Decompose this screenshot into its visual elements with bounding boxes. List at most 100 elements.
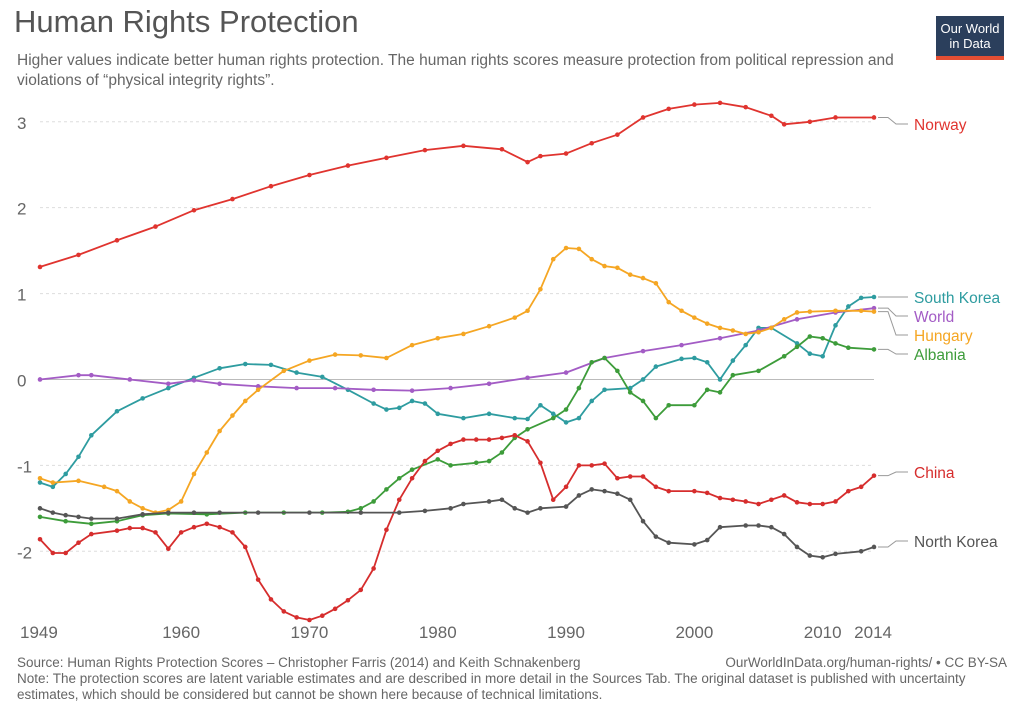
data-point-north-korea: [781, 531, 787, 537]
data-point-south-korea: [589, 398, 595, 404]
data-point-world: [89, 372, 94, 378]
data-point-south-korea: [833, 323, 838, 328]
data-point-north-korea: [666, 540, 672, 545]
data-point-china: [178, 530, 184, 535]
data-point-albania: [499, 450, 505, 455]
data-point-south-korea: [409, 398, 415, 404]
data-point-world: [640, 348, 646, 354]
data-point-north-korea: [448, 506, 453, 511]
data-point-north-korea: [114, 516, 120, 521]
data-point-china: [781, 493, 787, 498]
data-point-world: [127, 377, 133, 382]
data-point-china: [820, 501, 825, 507]
data-point-china: [63, 550, 68, 556]
series-line-world: [39, 307, 875, 392]
data-point-hungary: [114, 488, 120, 494]
data-point-norway: [153, 224, 158, 229]
legend-connector-china: [878, 471, 908, 477]
data-point-south-korea: [166, 385, 171, 391]
data-point-hungary: [384, 355, 389, 361]
data-point-china: [653, 484, 659, 490]
data-point-china: [448, 441, 453, 447]
legend-label-china: China: [914, 465, 955, 482]
data-point-china: [422, 458, 428, 464]
data-point-china: [486, 437, 492, 442]
data-point-albania: [615, 368, 620, 374]
data-point-south-korea: [563, 420, 569, 425]
data-point-china: [242, 544, 248, 550]
legend-connector-world: [878, 307, 908, 317]
data-point-south-korea: [217, 366, 222, 371]
data-point-world: [166, 381, 171, 387]
chart-title: Human Rights Protection: [14, 4, 359, 39]
x-tick-label: 2000: [675, 623, 713, 642]
data-point-china: [858, 484, 864, 490]
data-point-hungary: [871, 309, 877, 314]
data-point-norway: [807, 119, 813, 125]
data-point-hungary: [409, 342, 415, 348]
data-point-hungary: [76, 478, 81, 484]
data-point-south-korea: [37, 480, 43, 485]
data-point-china: [435, 448, 441, 454]
data-point-south-korea: [422, 401, 428, 406]
data-point-south-korea: [743, 342, 748, 348]
data-point-world: [409, 388, 415, 393]
legend-label-hungary: Hungary: [914, 328, 973, 345]
data-point-albania: [525, 426, 530, 432]
data-point-north-korea: [717, 524, 723, 530]
x-tick-label: 1990: [547, 623, 585, 642]
legend-label-world: World: [914, 309, 954, 326]
data-point-south-korea: [538, 402, 543, 408]
data-point-albania: [666, 402, 672, 408]
data-point-china: [871, 473, 877, 478]
data-point-norway: [384, 155, 389, 161]
data-point-world: [563, 370, 569, 375]
data-point-norway: [345, 163, 351, 168]
data-point-china: [615, 475, 620, 481]
data-point-hungary: [769, 325, 774, 331]
data-point-north-korea: [615, 491, 620, 497]
data-point-world: [448, 385, 453, 391]
data-point-albania: [794, 344, 800, 350]
x-tick-label: 2014: [854, 623, 892, 642]
data-point-hungary: [653, 280, 659, 286]
data-point-hungary: [602, 263, 607, 269]
data-point-china: [371, 566, 376, 571]
data-point-norway: [525, 159, 530, 165]
data-point-china: [127, 525, 133, 531]
data-point-china: [140, 525, 145, 531]
data-point-china: [294, 615, 299, 620]
source-link[interactable]: OurWorldInData.org/human-rights/ • CC BY…: [725, 655, 1007, 670]
legend-label-albania: Albania: [914, 347, 966, 364]
data-point-hungary: [217, 428, 222, 434]
data-point-south-korea: [242, 361, 248, 367]
owid-logo[interactable]: Our World in Data: [936, 16, 1004, 60]
data-point-south-korea: [871, 294, 877, 300]
data-point-albania: [627, 390, 633, 395]
data-point-china: [358, 587, 364, 593]
data-point-albania: [63, 518, 68, 524]
data-point-albania: [589, 359, 595, 365]
data-point-north-korea: [358, 510, 364, 515]
data-point-china: [769, 497, 774, 503]
data-point-albania: [576, 385, 582, 391]
data-point-china: [794, 500, 800, 505]
data-point-north-korea: [255, 510, 261, 515]
data-point-china: [602, 461, 607, 466]
y-tick-label: 2: [17, 200, 26, 219]
data-point-china: [114, 528, 120, 533]
data-point-world: [76, 372, 81, 378]
data-point-north-korea: [166, 510, 171, 515]
series-line-hungary: [39, 247, 875, 514]
x-tick-label: 1949: [20, 623, 58, 642]
data-point-south-korea: [268, 362, 274, 368]
data-point-south-korea: [384, 407, 389, 412]
data-point-north-korea: [89, 516, 94, 521]
data-point-albania: [692, 402, 697, 408]
series-line-south-korea: [39, 296, 875, 488]
data-point-china: [666, 488, 672, 494]
data-point-south-korea: [576, 415, 582, 421]
note-text: Note: The protection scores are latent v…: [17, 671, 966, 702]
data-point-china: [756, 501, 761, 507]
data-point-norway: [563, 151, 569, 156]
